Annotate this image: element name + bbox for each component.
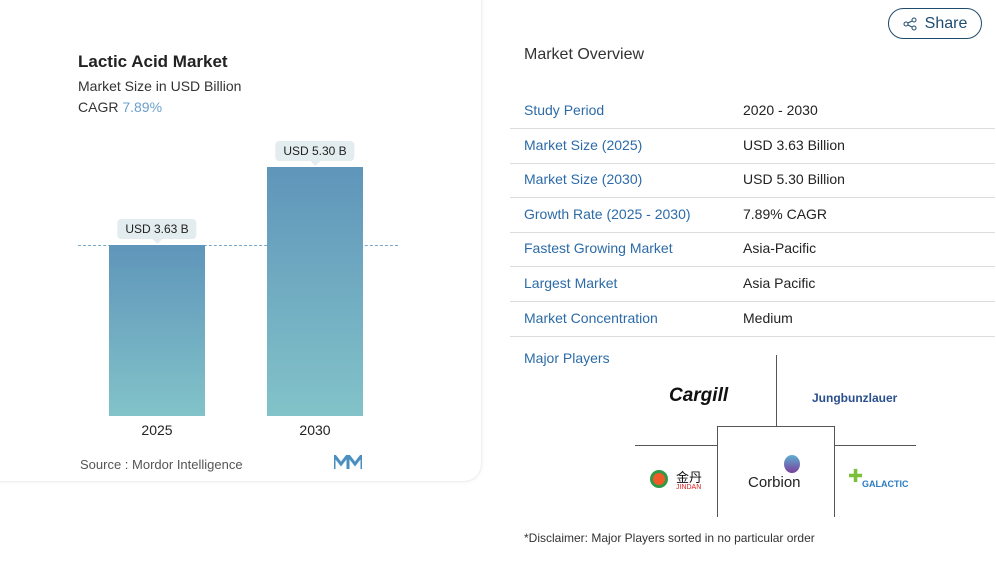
row-label: Study Period <box>524 102 605 118</box>
chart-subtitle: Market Size in USD Billion <box>78 78 242 94</box>
row-value: USD 3.63 Billion <box>743 136 845 153</box>
share-label: Share <box>924 14 968 32</box>
overview-row: Largest Market Asia Pacific <box>510 267 995 302</box>
corbion-icon <box>784 455 800 473</box>
bar-2030 <box>267 167 363 416</box>
major-players-label: Major Players <box>524 350 610 366</box>
chart-card <box>0 0 482 482</box>
chart-title: Lactic Acid Market <box>78 52 228 71</box>
center-box <box>717 426 835 517</box>
share-button[interactable]: Share <box>888 8 982 39</box>
row-label: Market Size (2030) <box>524 171 643 188</box>
data-label: USD 5.30 B <box>275 141 355 166</box>
cagr-label: CAGR <box>78 99 119 115</box>
row-value: USD 5.30 Billion <box>743 171 845 188</box>
galactic-logo: GALACTIC <box>862 479 909 489</box>
row-value: Asia-Pacific <box>743 240 817 257</box>
cargill-logo: Cargill <box>669 385 729 406</box>
jindan-cn: 金丹 <box>676 470 703 485</box>
row-value: 7.89% CAGR <box>743 205 828 222</box>
row-value: Medium <box>743 309 793 326</box>
overview-row: Market Size (2030) USD 5.30 Billion <box>510 163 995 199</box>
cagr: CAGR 7.89% <box>78 99 162 115</box>
mordor-logo-icon <box>334 455 362 469</box>
divider <box>635 445 717 446</box>
row-label: Largest Market <box>524 275 618 291</box>
jindan-logo: JINDAN <box>676 484 702 491</box>
x-tick-label: 2030 <box>299 422 331 438</box>
data-label: USD 3.63 B <box>117 219 197 245</box>
row-label: Growth Rate (2025 - 2030) <box>524 205 691 222</box>
divider <box>776 355 777 427</box>
galactic-icon: ✚ <box>848 466 864 486</box>
row-label: Market Size (2025) <box>524 136 643 153</box>
overview-row: Fastest Growing Market Asia-Pacific <box>510 232 995 268</box>
jindan-icon <box>650 470 668 488</box>
disclaimer: *Disclaimer: Major Players sorted in no … <box>524 531 815 545</box>
bar-2025 <box>109 245 205 416</box>
share-icon <box>903 17 917 30</box>
row-label: Fastest Growing Market <box>524 240 673 257</box>
row-value: 2020 - 2030 <box>743 102 818 118</box>
x-tick-label: 2025 <box>141 422 173 438</box>
overview-row: Market Size (2025) USD 3.63 Billion <box>510 129 995 164</box>
overview-row: Market Concentration Medium <box>510 302 995 337</box>
reference-line <box>78 245 398 246</box>
overview-title: Market Overview <box>524 46 645 63</box>
overview-row: Growth Rate (2025 - 2030) 7.89% CAGR <box>510 198 995 233</box>
overview-row: Study Period 2020 - 2030 <box>510 94 995 129</box>
row-value: Asia Pacific <box>743 275 816 291</box>
jungbunzlauer-logo: Jungbunzlauer <box>812 391 898 405</box>
source: Source : Mordor Intelligence <box>80 457 243 472</box>
corbion-logo: Corbion <box>748 474 801 491</box>
cagr-value: 7.89% <box>122 99 163 115</box>
divider <box>834 445 916 446</box>
row-label: Market Concentration <box>524 309 658 326</box>
